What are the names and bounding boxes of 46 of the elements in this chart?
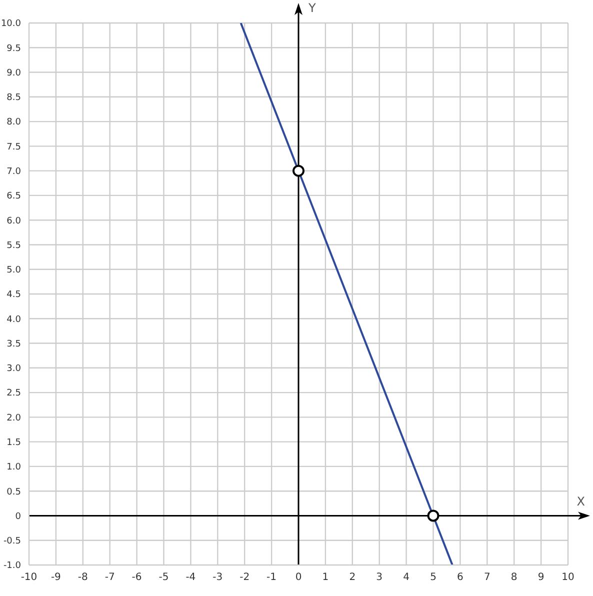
y-tick-label: -1.0 <box>3 561 22 572</box>
x-tick-label: -9 <box>50 572 61 584</box>
x-axis-title: X <box>576 494 585 509</box>
y-tick-label: 2.5 <box>6 388 21 399</box>
y-tick-label: 3.5 <box>6 339 21 350</box>
x-tick-label: -1 <box>266 572 277 584</box>
x-tick-label: -2 <box>240 572 250 584</box>
y-tick-label: 4.0 <box>6 314 22 325</box>
x-tick-label: -6 <box>132 572 142 584</box>
x-tick-label: 0 <box>295 572 302 584</box>
y-tick-label: 9.0 <box>6 68 22 78</box>
y-tick-label: 10.0 <box>0 19 22 30</box>
y-tick-label: 8.0 <box>6 118 22 128</box>
x-tick-label: 7 <box>484 572 490 584</box>
x-tick-label: 2 <box>349 572 356 584</box>
y-tick-label: 7.0 <box>6 167 22 178</box>
x-tick-label: -3 <box>212 572 223 584</box>
y-tick-label: 6.0 <box>6 216 22 226</box>
y-tick-label: 8.5 <box>6 93 21 104</box>
x-tick-label: -4 <box>186 572 196 584</box>
x-tick-label: -8 <box>78 572 88 584</box>
y-tick-label: 5.0 <box>6 266 22 276</box>
x-tick-label: 4 <box>403 572 410 584</box>
y-axis-title: Y <box>308 1 316 15</box>
y-tick-label: -0.5 <box>3 536 21 547</box>
x-tick-label: 5 <box>430 572 436 584</box>
x-tick-label: 8 <box>510 572 518 584</box>
y-tick-label: 7.5 <box>6 142 21 152</box>
x-tick-label: -5 <box>158 572 169 584</box>
x-tick-label: 9 <box>538 572 544 584</box>
y-tick-label: 6.5 <box>6 192 21 202</box>
y-tick-label: 5.5 <box>6 240 21 251</box>
x-tick-label: -10 <box>20 572 38 584</box>
y-tick-label: 3.0 <box>6 364 22 374</box>
y-tick-label: 1.5 <box>6 438 21 448</box>
y-tick-label: 9.5 <box>6 44 21 54</box>
x-tick-label: 10 <box>562 572 574 584</box>
x-tick-label: 1 <box>322 572 329 584</box>
y-tick-label: 4.5 <box>6 290 21 300</box>
x-tick-label: 3 <box>376 572 383 584</box>
x-tick-label: -7 <box>104 572 115 584</box>
y-tick-label: 0 <box>15 512 22 522</box>
y-tick-label: 2.0 <box>6 413 22 424</box>
y-tick-label: 0.5 <box>6 487 21 498</box>
y-tick-label: 1.0 <box>6 462 22 473</box>
x-tick-label: 6 <box>457 572 464 584</box>
